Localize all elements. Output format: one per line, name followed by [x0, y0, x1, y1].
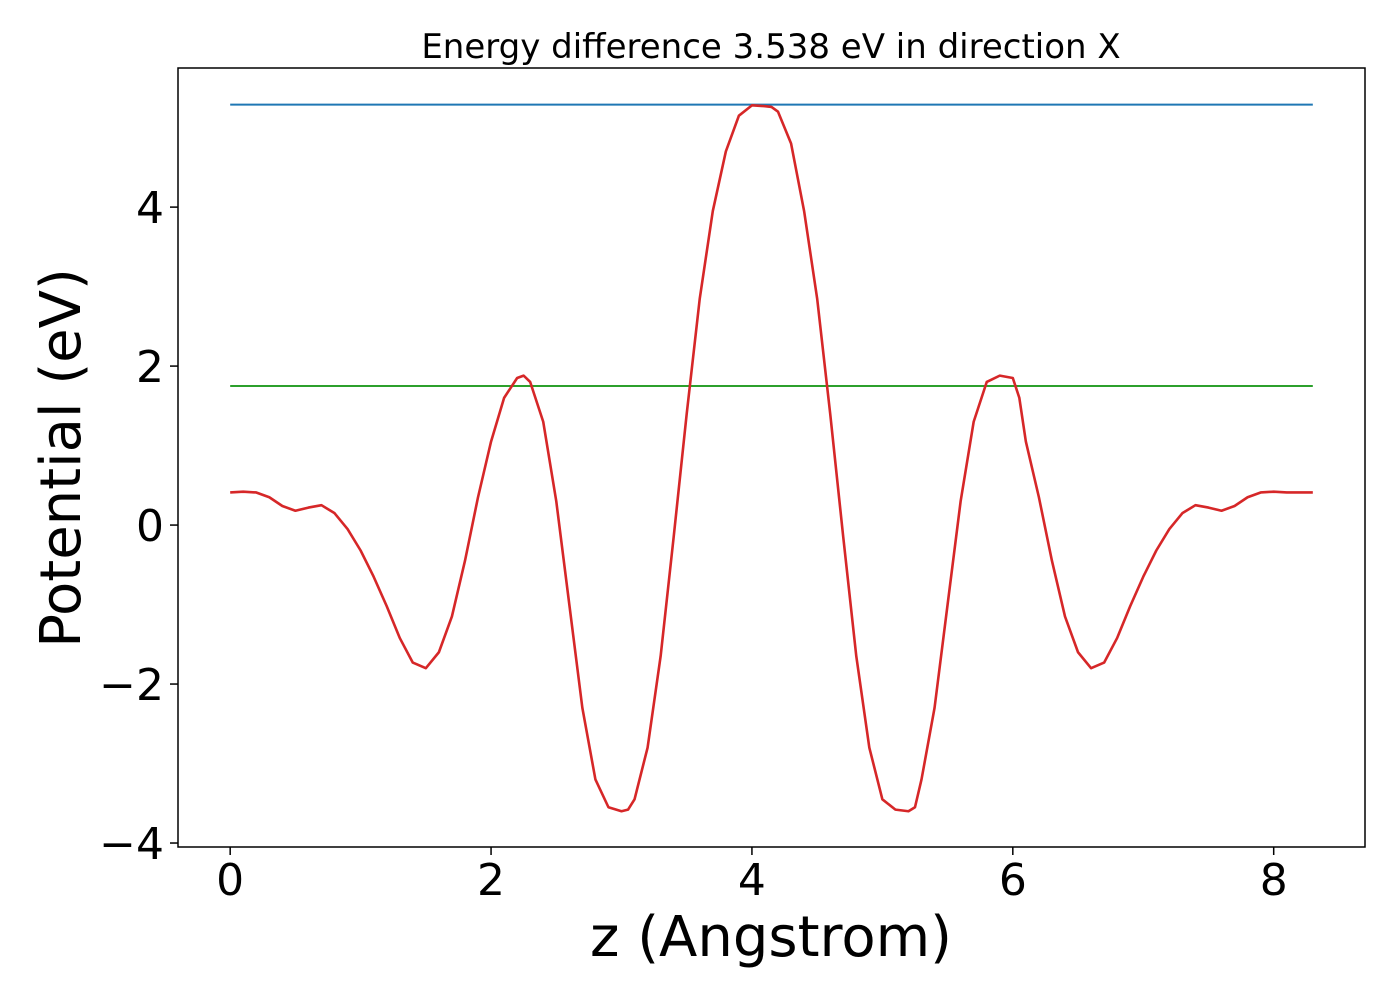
x-tick-label: 6 — [999, 855, 1027, 906]
y-axis-ticks: −4 −2 0 2 4 — [99, 183, 178, 870]
y-tick-label: 2 — [136, 342, 164, 393]
x-tick-label: 0 — [216, 855, 244, 906]
y-tick-label: 0 — [136, 501, 164, 552]
y-tick-label: −4 — [99, 819, 164, 870]
y-tick-label: −2 — [99, 660, 164, 711]
x-tick-label: 4 — [738, 855, 766, 906]
x-axis-ticks: 0 2 4 6 8 — [216, 847, 1288, 906]
x-tick-label: 8 — [1260, 855, 1288, 906]
plot-frame — [177, 67, 1366, 848]
x-axis-label: z (Angstrom) — [590, 905, 952, 970]
chart-title: Energy difference 3.538 eV in direction … — [421, 27, 1120, 67]
y-axis-label: Potential (eV) — [29, 268, 94, 648]
y-tick-label: 4 — [136, 183, 164, 234]
x-tick-label: 2 — [477, 855, 505, 906]
series-line-2 — [230, 104, 1313, 813]
series-layer — [230, 103, 1313, 813]
